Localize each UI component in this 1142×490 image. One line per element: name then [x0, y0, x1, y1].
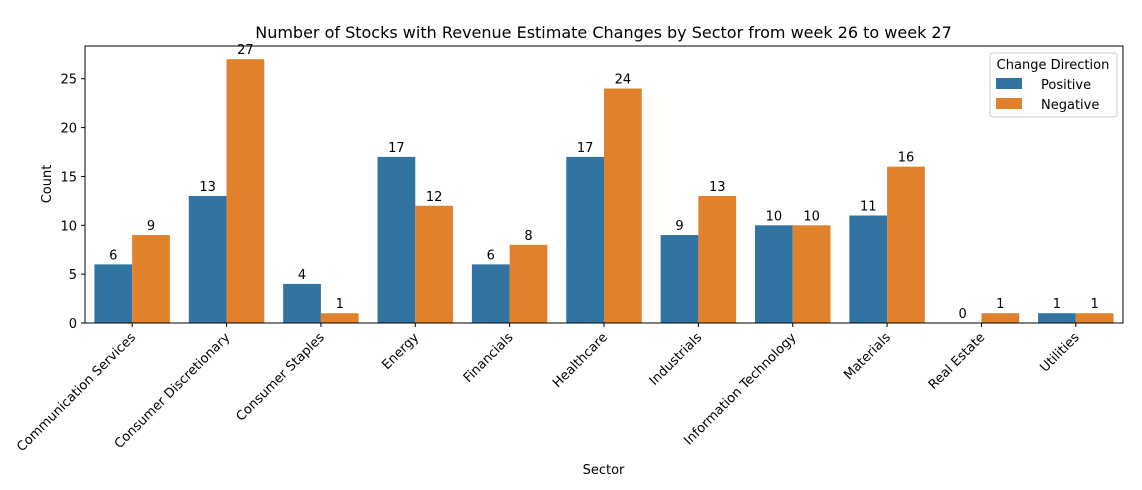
data-label-positive-real-estate: 0 [958, 307, 966, 322]
data-label-positive-industrials: 9 [675, 219, 683, 234]
legend: Change Direction Positive Negative [989, 52, 1118, 118]
bar-negative-industrials [698, 195, 737, 323]
x-tick-label-industrials: Industrials [647, 330, 706, 389]
data-label-positive-healthcare: 17 [577, 141, 594, 156]
y-tick-label-0: 0 [69, 317, 77, 332]
bar-negative-utilities [1075, 313, 1114, 323]
bar-positive-consumer-staples [283, 283, 321, 323]
bar-positive-information-technology [754, 225, 793, 323]
bar-negative-information-technology [792, 225, 831, 323]
y-axis: 0 5 10 15 20 25 [60, 73, 85, 332]
bar-negative-materials [887, 166, 925, 323]
bars-group [94, 59, 1114, 323]
y-axis-title: Count [40, 165, 55, 204]
bar-positive-materials [849, 215, 888, 323]
data-label-positive-utilities: 1 [1053, 297, 1061, 312]
legend-swatch-negative [996, 98, 1022, 109]
bar-positive-industrials [660, 235, 699, 323]
legend-title: Change Direction [997, 58, 1110, 73]
data-label-negative-real-estate: 1 [996, 297, 1004, 312]
x-tick-label-consumer-staples: Consumer Staples [233, 330, 327, 424]
x-tick-label-real-estate: Real Estate [926, 330, 988, 392]
data-label-negative-consumer-discretionary: 27 [237, 43, 254, 58]
data-label-negative-information-technology: 10 [803, 209, 820, 224]
data-label-positive-consumer-staples: 4 [298, 268, 306, 283]
legend-label-positive: Positive [1041, 78, 1091, 93]
data-label-negative-utilities: 1 [1091, 297, 1099, 312]
bar-positive-utilities [1038, 313, 1076, 323]
x-tick-label-materials: Materials [841, 330, 894, 383]
bar-positive-energy [377, 156, 416, 323]
bar-negative-consumer-discretionary [226, 59, 265, 323]
y-tick-label-15: 15 [60, 170, 77, 185]
plot-frame [84, 45, 1124, 324]
y-tick-label-10: 10 [60, 219, 77, 234]
data-label-positive-information-technology: 10 [766, 209, 783, 224]
data-label-negative-energy: 12 [426, 190, 443, 205]
data-label-positive-materials: 11 [860, 200, 877, 215]
bar-negative-communication-services [132, 235, 170, 323]
bar-positive-healthcare [566, 156, 604, 323]
data-label-negative-consumer-staples: 1 [336, 297, 344, 312]
x-tick-label-energy: Energy [379, 330, 422, 373]
data-label-positive-energy: 17 [388, 141, 405, 156]
chart-title: Number of Stocks with Revenue Estimate C… [255, 23, 952, 42]
bar-negative-real-estate [981, 313, 1020, 323]
legend-swatch-positive [996, 78, 1022, 89]
x-tick-label-healthcare: Healthcare [550, 330, 611, 391]
legend-label-negative: Negative [1041, 98, 1099, 113]
bar-positive-financials [471, 264, 510, 323]
data-label-negative-industrials: 13 [709, 180, 726, 195]
y-tick-label-5: 5 [69, 268, 77, 283]
data-label-negative-materials: 16 [898, 151, 915, 166]
data-label-negative-communication-services: 9 [147, 219, 155, 234]
bar-positive-communication-services [94, 264, 133, 323]
data-label-negative-healthcare: 24 [615, 73, 632, 88]
bar-negative-financials [509, 244, 548, 323]
data-label-positive-consumer-discretionary: 13 [199, 180, 216, 195]
x-axis-title: Sector [583, 463, 625, 478]
bar-negative-energy [415, 205, 454, 323]
data-label-positive-financials: 6 [487, 248, 495, 263]
bar-negative-healthcare [604, 88, 642, 323]
x-tick-label-financials: Financials [461, 330, 517, 386]
x-tick-label-information-technology: Information Technology [681, 330, 799, 448]
x-tick-label-utilities: Utilities [1037, 330, 1082, 375]
y-tick-label-25: 25 [60, 73, 77, 88]
y-tick-label-20: 20 [60, 122, 77, 137]
data-label-positive-communication-services: 6 [109, 248, 117, 263]
data-label-negative-financials: 8 [524, 229, 532, 244]
bar-positive-consumer-discretionary [188, 195, 227, 323]
bar-negative-consumer-staples [320, 313, 359, 323]
